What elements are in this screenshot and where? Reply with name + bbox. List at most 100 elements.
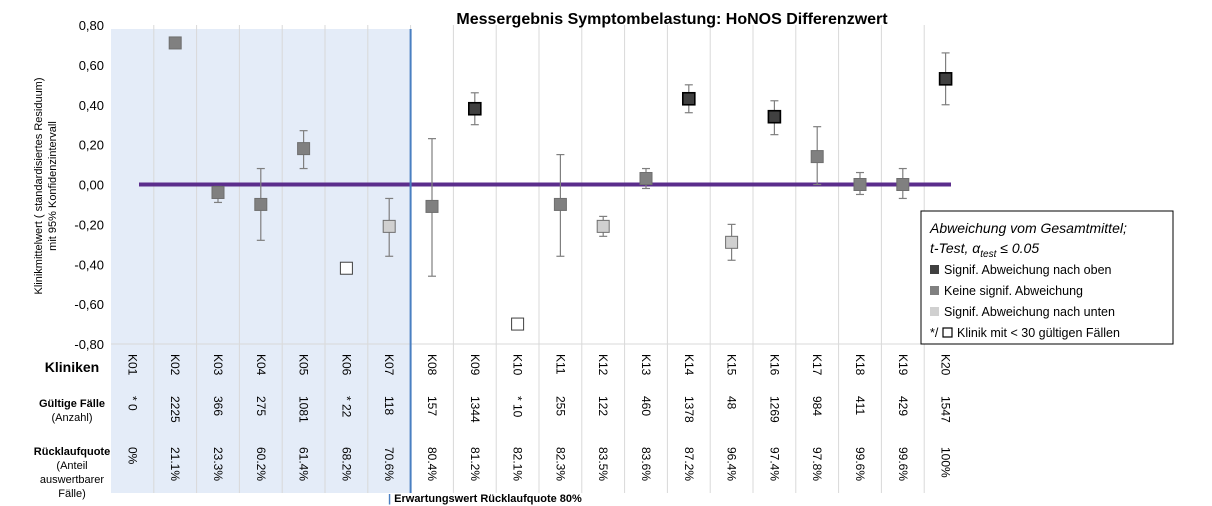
quote-cell: 99.6% — [896, 447, 910, 481]
y-axis-label: Klinikmittelwert ( standardisiertes Resi… — [33, 77, 59, 294]
quote-cell: 87.2% — [682, 447, 696, 481]
y-tick-label: 0,20 — [79, 138, 104, 153]
category-label: K15 — [725, 354, 739, 376]
category-label: K04 — [254, 354, 268, 376]
legend-title-line2: t-Test, αtest ≤ 0.05 — [930, 240, 1039, 260]
quote-cell: 61.4% — [297, 447, 311, 481]
y-tick-label: -0,60 — [74, 297, 104, 312]
y-tick-label: 0,00 — [79, 178, 104, 193]
row-quote-sub2: auswertbarer — [40, 474, 105, 486]
point-K15 — [725, 235, 739, 249]
quote-cell: 83.6% — [639, 447, 653, 481]
grid — [111, 25, 967, 493]
legend-box — [920, 210, 1174, 345]
legend-swatch-unten — [930, 307, 939, 316]
legend-label-unten: Signif. Abweichung nach unten — [944, 305, 1115, 319]
legend-title-line1: Abweichung vom Gesamtmittel; — [929, 220, 1127, 236]
category-label: K13 — [639, 354, 653, 376]
faelle-cell: 275 — [254, 396, 268, 416]
y-tick-label: -0,40 — [74, 257, 104, 272]
category-label: K20 — [939, 354, 953, 376]
faelle-cell: 255 — [553, 396, 567, 416]
y-tick-label: -0,20 — [74, 217, 104, 232]
faelle-cell: 1547 — [939, 396, 953, 423]
category-label: K12 — [596, 354, 610, 376]
legend: Abweichung vom Gesamtmittel; t-Test, αte… — [920, 210, 1174, 345]
point-K05 — [297, 142, 311, 156]
category-label: K11 — [553, 354, 567, 375]
legend-swatch-keine — [930, 286, 939, 295]
chart-title: Messergebnis Symptombelastung: HoNOS Dif… — [456, 11, 888, 28]
category-label: K16 — [767, 354, 781, 376]
faelle-cell: * 0 — [125, 396, 139, 411]
faelle-cell: 48 — [725, 396, 739, 410]
legend-label-oben: Signif. Abweichung nach oben — [944, 263, 1112, 277]
shaded-region — [111, 29, 411, 493]
y-tick-label: 0,80 — [79, 18, 104, 33]
y-axis-label-line1: Klinikmittelwert ( standardisiertes Resi… — [33, 77, 45, 294]
category-label: K17 — [810, 354, 824, 376]
quote-cell: 82.3% — [553, 447, 567, 481]
point-K04 — [254, 197, 268, 211]
category-label: K10 — [511, 354, 525, 376]
point-K13 — [639, 172, 653, 186]
point-K18 — [853, 178, 867, 191]
row-quote-sub3: Fälle) — [58, 488, 86, 500]
row-quote-sub1: (Anteil — [56, 460, 87, 472]
point-K07 — [382, 219, 396, 233]
quote-cell: 21.1% — [168, 447, 182, 481]
legend-swatch-klein — [942, 327, 953, 338]
legend-swatch-oben — [930, 265, 939, 274]
quote-cell: 0% — [125, 447, 139, 465]
quote-cell: 80.4% — [425, 447, 439, 481]
point-K17 — [810, 150, 824, 164]
category-label: K06 — [339, 354, 353, 376]
legend-prefix: */ — [930, 326, 939, 340]
category-label: K09 — [468, 354, 482, 376]
point-K16 — [767, 109, 782, 124]
quote-cell: 99.6% — [853, 447, 867, 481]
y-ticks: 0,80 0,60 0,40 0,20 0,00 -0,20 -0,40 -0,60 -0,80 — [74, 18, 104, 352]
faelle-cell: 411 — [853, 396, 867, 415]
legend-title-sub: test — [980, 249, 997, 260]
point-K03 — [211, 185, 225, 199]
point-K11 — [553, 197, 567, 211]
y-tick-label: -0,80 — [74, 337, 104, 352]
data-points — [168, 36, 953, 331]
category-label: K05 — [297, 354, 311, 376]
y-tick-label: 0,60 — [79, 58, 104, 73]
row-quote-title: Rücklaufquote — [34, 446, 110, 458]
faelle-cell: 429 — [896, 396, 910, 416]
expected-note: | Erwartungswert Rücklaufquote 80% — [388, 493, 582, 505]
point-K14 — [681, 91, 696, 106]
faelle-cell: 157 — [425, 396, 439, 416]
legend-items: Signif. Abweichung nach oben Keine signif… — [930, 263, 1120, 340]
faelle-cell: 118 — [382, 396, 396, 415]
category-label: K02 — [168, 354, 182, 376]
point-K06 — [339, 261, 353, 275]
faelle-cell: * 10 — [511, 396, 525, 418]
category-label: K19 — [896, 354, 910, 376]
quote-cell: 23.3% — [211, 447, 225, 481]
point-K19 — [896, 178, 910, 191]
faelle-cell: 1378 — [682, 396, 696, 423]
category-label: K18 — [853, 354, 867, 376]
data-table: Kliniken Gültige Fälle (Anzahl) Rücklauf… — [34, 354, 953, 500]
point-K10 — [511, 317, 525, 331]
quote-cell: 100% — [939, 447, 953, 478]
legend-title-prefix: t-Test, α — [930, 240, 981, 256]
table-cells: K01 * 0 0% K02 2225 21.1% K03 366 23.3% K04 275 60.… — [125, 354, 952, 481]
point-K12 — [596, 219, 610, 233]
error-bars — [214, 52, 950, 277]
faelle-cell: 1344 — [468, 396, 482, 423]
faelle-cell: 122 — [596, 396, 610, 416]
faelle-cell: 2225 — [168, 396, 182, 423]
y-tick-label: 0,40 — [79, 98, 104, 113]
faelle-cell: 1269 — [767, 396, 781, 423]
point-K09 — [467, 101, 482, 116]
faelle-cell: 460 — [639, 396, 653, 416]
row-faelle-title: Gültige Fälle — [39, 398, 105, 410]
faelle-cell: 1081 — [297, 396, 311, 423]
quote-cell: 83.5% — [596, 447, 610, 481]
point-K02 — [168, 36, 182, 50]
